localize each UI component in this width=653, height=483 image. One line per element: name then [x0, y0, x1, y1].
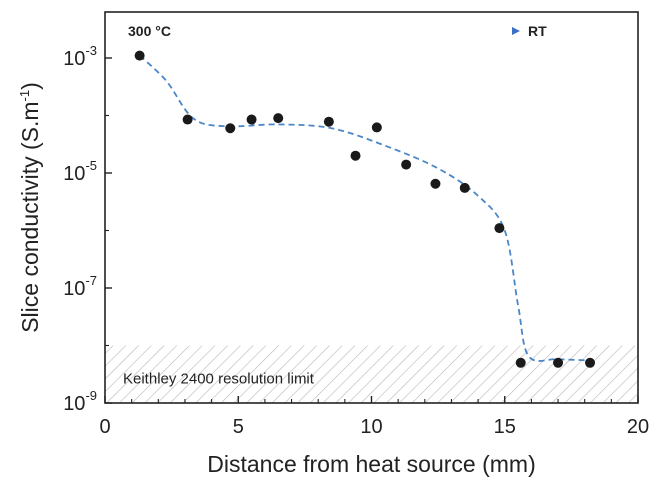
data-point [323, 116, 334, 127]
plot-frame [104, 11, 639, 404]
data-point [585, 357, 596, 368]
y-tick-exponent: -9 [85, 388, 97, 403]
data-point [225, 123, 236, 134]
y-tick-label: 10-5 [63, 158, 97, 185]
resolution-limit-band [105, 345, 638, 403]
y-tick-exponent: -7 [85, 273, 97, 288]
data-point [515, 357, 526, 368]
x-axis-label: Distance from heat source (mm) [207, 451, 535, 477]
data-point [401, 159, 412, 170]
resolution-limit-label: Keithley 2400 resolution limit [123, 371, 315, 388]
x-tick-label: 20 [627, 416, 649, 438]
y-tick-base: 10 [63, 393, 85, 415]
data-point [371, 122, 382, 133]
y-axis-label: Slice conductivity (S.m-1) [17, 82, 43, 333]
x-axis: 0 5 10 15 20 [99, 396, 649, 438]
data-point [553, 357, 564, 368]
y-tick-exponent: -3 [85, 43, 97, 58]
data-point [459, 182, 470, 193]
y-tick-base: 10 [63, 278, 85, 300]
data-point [273, 113, 284, 124]
data-point [182, 114, 193, 125]
y-axis-label-sup: -1 [17, 90, 32, 102]
x-tick-label: 15 [494, 416, 516, 438]
data-point [134, 50, 145, 61]
data-point [494, 223, 505, 234]
y-axis-label-close: ) [17, 82, 43, 90]
data-point [350, 150, 361, 161]
y-axis-label-main: Slice conductivity (S.m [17, 101, 43, 332]
room-temperature-label: RT [528, 23, 547, 39]
x-tick-label: 0 [99, 416, 110, 438]
data-points [134, 50, 596, 368]
trend-line [139, 54, 591, 362]
x-tick-label: 10 [360, 416, 382, 438]
y-axis: 10-310-510-710-9 [63, 43, 112, 415]
x-tick-label: 5 [233, 416, 244, 438]
y-tick-base: 10 [63, 163, 85, 185]
data-point [430, 178, 441, 189]
y-tick-label: 10-9 [63, 388, 97, 415]
y-tick-label: 10-7 [63, 273, 97, 300]
y-tick-label: 10-3 [63, 43, 97, 70]
y-tick-base: 10 [63, 48, 85, 70]
hot-temperature-label: 300 °C [128, 23, 171, 39]
y-tick-exponent: -5 [85, 158, 97, 173]
data-point [246, 114, 257, 125]
